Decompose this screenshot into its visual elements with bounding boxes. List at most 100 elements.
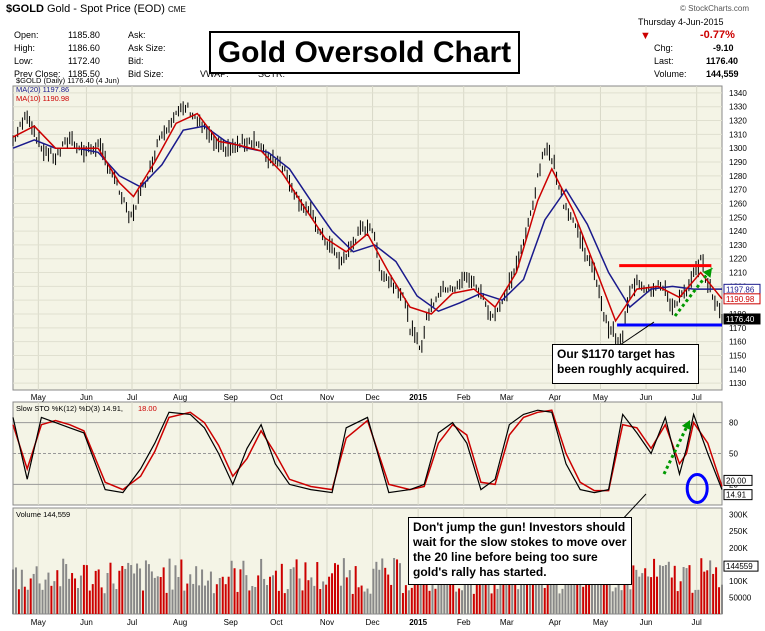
volume-tick-label: 250K xyxy=(729,527,748,536)
volume-bar xyxy=(23,586,26,614)
month-tick-label: Jul xyxy=(692,393,702,402)
volume-bar xyxy=(103,593,106,614)
volume-bar xyxy=(667,561,670,614)
volume-bar xyxy=(91,584,94,614)
volume-bar xyxy=(375,561,378,614)
volume-bar xyxy=(718,587,721,614)
volume-bar xyxy=(676,591,679,614)
month-tick-label: Oct xyxy=(270,618,283,627)
volume-bar xyxy=(180,559,183,614)
volume-bar xyxy=(254,586,257,614)
volume-bar xyxy=(520,565,523,614)
ask-size-label: Ask Size: xyxy=(128,43,166,53)
volume-bar xyxy=(484,576,487,614)
volume-bar xyxy=(398,563,401,614)
volume-bar xyxy=(514,565,517,614)
volume-bar xyxy=(118,570,121,614)
price-tick-label: 1270 xyxy=(729,186,747,195)
volume-bar xyxy=(608,576,611,614)
volume-bar xyxy=(691,592,694,614)
volume-bar xyxy=(661,565,664,614)
volume-bar xyxy=(165,592,168,614)
volume-bar xyxy=(251,585,254,614)
volume-bar xyxy=(124,568,127,614)
volume-bar xyxy=(14,567,17,614)
gun-callout-line: wait for the slow stokes to move over xyxy=(413,535,627,549)
volume-bar xyxy=(531,580,534,614)
volume-bar xyxy=(274,570,277,614)
volume-bar xyxy=(342,558,345,614)
volume-bar xyxy=(41,589,44,614)
volume-bar xyxy=(32,573,35,614)
volume-tick-label: 100K xyxy=(729,577,748,586)
month-tick-label: May xyxy=(31,618,46,627)
volume-bar xyxy=(136,563,139,614)
volume-bar xyxy=(139,568,142,614)
volume-bar xyxy=(487,558,490,614)
target-callout-line: Our $1170 target has xyxy=(557,347,676,361)
volume-bar xyxy=(561,588,564,614)
volume-bar xyxy=(363,591,366,614)
volume-bar xyxy=(168,558,171,614)
month-tick-label: Nov xyxy=(320,618,334,627)
volume-bar xyxy=(183,590,186,614)
volume-bar xyxy=(517,589,520,614)
volume-bar xyxy=(295,559,298,614)
volume-bar xyxy=(292,567,295,614)
volume-bar xyxy=(475,584,478,614)
volume-bar xyxy=(481,559,484,614)
volume-bar xyxy=(301,590,304,614)
volume-bar xyxy=(632,565,635,614)
ask-label: Ask: xyxy=(128,30,146,40)
volume-bar xyxy=(407,590,410,614)
volume-bar xyxy=(537,561,540,614)
watermark: © StockCharts.com xyxy=(680,4,750,13)
month-tick-label: Aug xyxy=(173,618,187,627)
month-tick-label: Mar xyxy=(500,393,514,402)
price-rally-arrow xyxy=(673,267,714,317)
price-rally-arrow-head xyxy=(702,268,712,278)
volume-bar xyxy=(428,590,431,614)
volume-bar xyxy=(526,560,529,614)
volume-bar xyxy=(334,563,337,614)
price-legend-entry: MA(10) 1190.98 xyxy=(16,94,69,103)
volume-bar xyxy=(440,561,443,614)
annotations xyxy=(617,264,722,523)
low-label: Low: xyxy=(14,56,34,66)
high-label: High: xyxy=(14,43,36,53)
volume-bar xyxy=(354,566,357,614)
volume-bar xyxy=(357,587,360,614)
sto-rally-arrow xyxy=(662,419,692,475)
volume-bar xyxy=(233,568,236,614)
prev-close-label: Prev Close: xyxy=(14,69,61,79)
volume-bar xyxy=(100,587,103,614)
volume-bar xyxy=(431,567,434,614)
volume-bar xyxy=(206,580,209,614)
volume-bar xyxy=(325,584,328,614)
volume-bar xyxy=(366,588,369,614)
volume-bar xyxy=(212,593,215,614)
bid-label: Bid: xyxy=(128,56,144,66)
volume-bar xyxy=(543,587,546,614)
sto-legend-entry: 18.00 xyxy=(138,404,157,413)
price-legend-entry: $GOLD (Daily) 1176.40 (4 Jun) xyxy=(16,76,120,85)
month-tick-label: 2015 xyxy=(409,393,427,402)
volume-bar xyxy=(192,583,195,614)
volume-bar xyxy=(703,571,706,614)
volume-bar xyxy=(215,584,218,614)
volume-bar xyxy=(463,564,466,614)
volume-bar xyxy=(410,587,413,614)
price-value-tag xyxy=(723,313,761,325)
volume-bar xyxy=(204,585,207,614)
volume-bar xyxy=(97,569,100,614)
volume-bar xyxy=(585,572,588,614)
open-label: Open: xyxy=(14,30,39,40)
volume-bar xyxy=(638,576,641,614)
volume-bar xyxy=(245,575,248,614)
sto-tick-label: 50 xyxy=(729,450,738,459)
volume-bar xyxy=(304,562,307,614)
month-tick-label: Sep xyxy=(224,393,239,402)
volume-bar xyxy=(209,571,212,614)
volume-value-tag xyxy=(723,560,759,572)
prev-close-value: 1185.50 xyxy=(68,69,100,79)
